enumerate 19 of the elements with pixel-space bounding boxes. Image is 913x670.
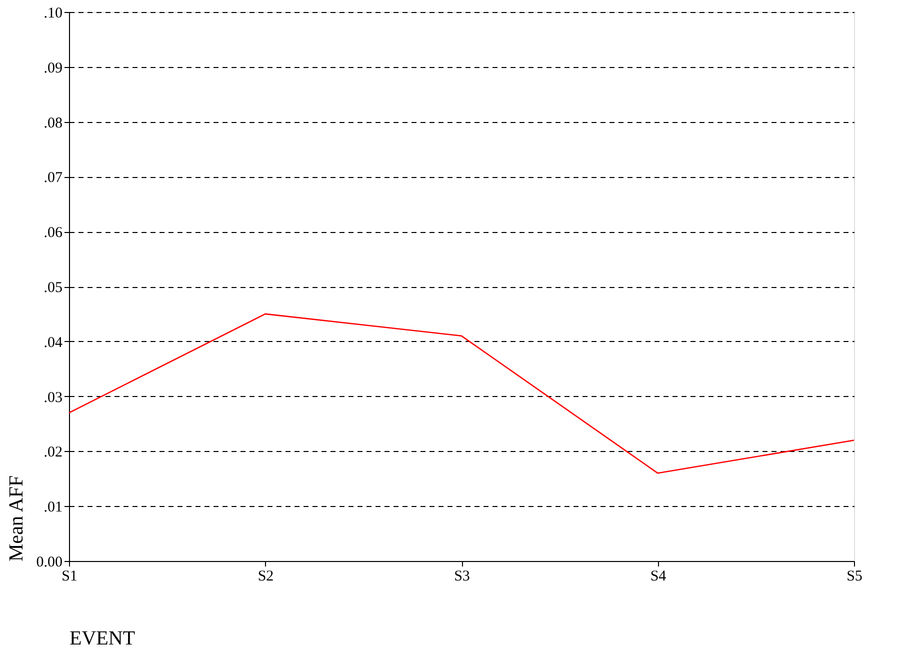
x-tick-label: S5 (846, 568, 862, 584)
x-tick-label: S3 (454, 568, 470, 584)
y-tick-label: .03 (44, 390, 62, 406)
x-axis-title: EVENT (70, 628, 136, 650)
y-tick-label: .10 (44, 6, 62, 22)
y-tick-label: .09 (44, 60, 62, 76)
x-tick-label: S1 (62, 568, 78, 584)
y-tick-label: .08 (44, 115, 62, 132)
x-tick-label: S4 (650, 568, 667, 584)
y-tick-label: .01 (44, 500, 62, 516)
y-tick-label: .07 (44, 170, 63, 186)
y-tick-label: .05 (44, 280, 62, 296)
y-tick-label: .02 (44, 444, 62, 461)
y-tick-label: .06 (44, 225, 63, 242)
y-tick-label: .04 (44, 334, 63, 351)
line-series (68, 313, 855, 474)
y-tick-label: 0.00 (36, 554, 62, 570)
y-axis-title: Mean AFF (5, 475, 28, 562)
x-tick-label: S2 (258, 568, 274, 584)
